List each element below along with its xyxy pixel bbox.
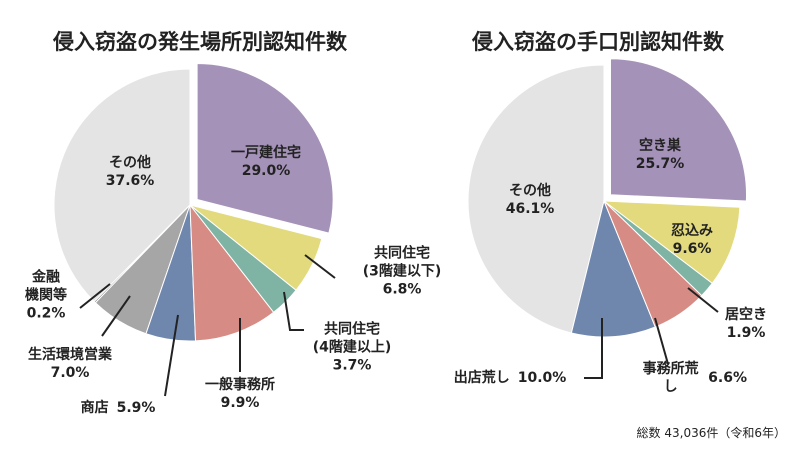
category-label: 空き巣 xyxy=(638,137,681,154)
pie-slice xyxy=(189,204,323,291)
slice-label: 事務所荒し 6.6% xyxy=(641,360,747,396)
slice-label: 出店荒し 10.0% xyxy=(454,369,567,387)
category-label: 商店 xyxy=(80,399,109,416)
pie-slice xyxy=(570,199,656,338)
value-label: 3.7% xyxy=(332,358,372,375)
category-label: 生活環境営業 xyxy=(28,346,112,363)
value-label: 46.1% xyxy=(505,201,555,217)
category-label: 共同住宅 (3階建以下) xyxy=(362,245,442,280)
value-label: 9.9% xyxy=(220,395,260,411)
category-label: 居空き xyxy=(725,306,767,323)
pie-slice xyxy=(196,62,334,234)
slice-label: その他 37.6% xyxy=(106,154,155,190)
category-label: 事務所荒し xyxy=(642,360,699,395)
value-label: 1.9% xyxy=(726,325,766,341)
slice-label: 共同住宅 (4階建以上) 3.7% xyxy=(313,321,392,376)
pie-slice xyxy=(467,64,605,334)
pie-slice xyxy=(610,58,747,202)
slice-label: 共同住宅 (3階建以下) 6.8% xyxy=(363,245,442,300)
leader-line xyxy=(584,318,603,379)
pie-slice xyxy=(53,68,191,303)
category-label: その他 xyxy=(108,154,151,171)
chart-title: 侵入窃盗の手口別認知件数 xyxy=(472,30,724,54)
leader-line xyxy=(101,295,131,337)
pie-slice xyxy=(189,203,275,342)
slice-label: 一戸建住宅 29.0% xyxy=(231,144,301,180)
value-label: 6.8% xyxy=(382,282,422,299)
leader-line xyxy=(304,254,336,279)
slice-label: 空き巣 25.7% xyxy=(636,137,685,173)
footnote: 総数 43,036件（令和6年） xyxy=(636,426,786,440)
value-label: 9.6% xyxy=(672,241,712,257)
pie-slice xyxy=(602,200,741,284)
slice-label: 一般事務所 9.9% xyxy=(205,376,275,412)
chart-title: 侵入窃盗の発生場所別認知件数 xyxy=(53,30,347,54)
value-label: 25.7% xyxy=(635,156,685,172)
slice-label: 商店 5.9% xyxy=(81,399,156,417)
category-label: その他 xyxy=(508,182,551,199)
slice-label: 居空き 1.9% xyxy=(725,306,767,342)
value-label: 7.0% xyxy=(50,365,90,381)
leader-lines xyxy=(79,254,719,397)
leader-line xyxy=(283,291,304,331)
slice-label: 忍込み 9.6% xyxy=(671,222,713,258)
value-label: 37.6% xyxy=(105,173,155,189)
value-label: 10.0% xyxy=(517,369,567,386)
value-label: 5.9% xyxy=(116,399,156,416)
category-label: 一戸建住宅 xyxy=(231,144,301,161)
category-label: 金融 機関等 xyxy=(25,269,67,304)
leader-line xyxy=(654,317,669,365)
slice-label: 金融 機関等 0.2% xyxy=(25,269,67,324)
value-label: 6.6% xyxy=(708,369,747,386)
leader-line xyxy=(164,314,179,397)
value-label: 0.2% xyxy=(26,306,66,323)
slice-label: 生活環境営業 7.0% xyxy=(28,346,112,382)
leader-line xyxy=(79,283,111,309)
category-label: 出店荒し xyxy=(453,369,510,386)
slice-label: その他 46.1% xyxy=(506,182,555,218)
value-label: 29.0% xyxy=(241,163,291,179)
category-label: 忍込み xyxy=(671,222,713,239)
category-label: 共同住宅 (4階建以上) xyxy=(312,321,392,356)
leader-line xyxy=(687,287,719,313)
category-label: 一般事務所 xyxy=(205,376,275,393)
